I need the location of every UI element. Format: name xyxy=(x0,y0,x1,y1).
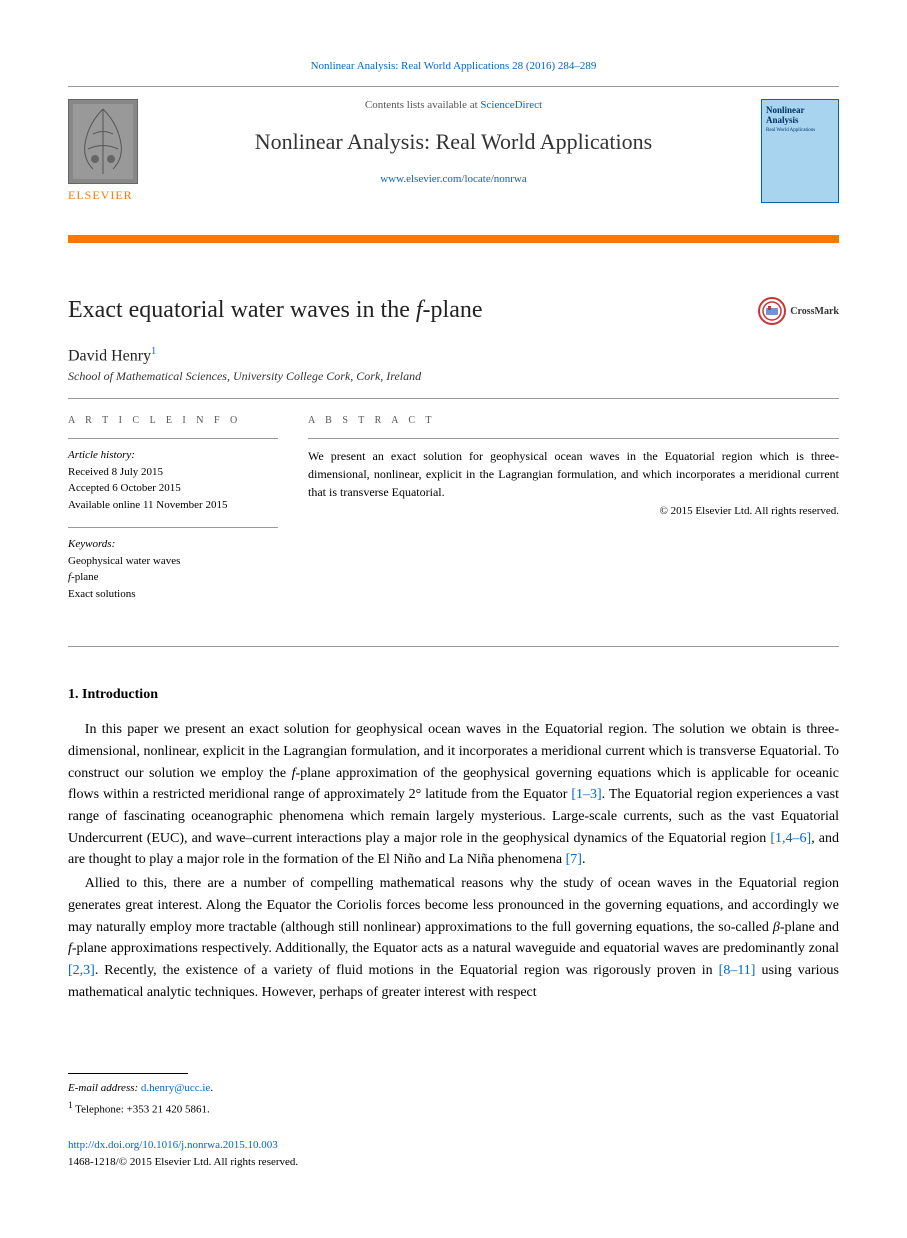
footnote-telephone: 1 Telephone: +353 21 420 5861. xyxy=(68,1098,839,1119)
body-paragraph-2: Allied to this, there are a number of co… xyxy=(68,873,839,1003)
body-paragraph-1: In this paper we present an exact soluti… xyxy=(68,719,839,871)
divider xyxy=(68,398,839,399)
citation-2-3[interactable]: [2,3] xyxy=(68,963,95,978)
article-title: Exact equatorial water waves in the f-pl… xyxy=(68,297,839,324)
title-var: f xyxy=(416,297,423,323)
top-citation[interactable]: Nonlinear Analysis: Real World Applicati… xyxy=(68,60,839,72)
contents-available-line: Contents lists available at ScienceDirec… xyxy=(163,99,744,111)
introduction-section: 1. Introduction In this paper we present… xyxy=(68,687,839,1003)
crossmark-badge[interactable]: CrossMark xyxy=(758,297,839,325)
footnote-text: Telephone: +353 21 420 5861. xyxy=(75,1104,210,1116)
footnotes-block: E-mail address: d.henry@ucc.ie. 1 Teleph… xyxy=(68,1073,839,1119)
p2-d: . Recently, the existence of a variety o… xyxy=(95,963,719,978)
section-heading-1: 1. Introduction xyxy=(68,687,839,703)
citation-1-4-6[interactable]: [1,4–6] xyxy=(770,831,811,846)
abstract-label: A B S T R A C T xyxy=(308,413,839,428)
author-name[interactable]: David Henry xyxy=(68,347,151,364)
footnote-email: E-mail address: d.henry@ucc.ie. xyxy=(68,1080,839,1098)
history-online: Available online 11 November 2015 xyxy=(68,497,278,514)
header-center: Contents lists available at ScienceDirec… xyxy=(163,99,744,185)
crossmark-icon xyxy=(758,297,786,325)
p2-b: -plane and xyxy=(780,920,839,935)
doi-link[interactable]: http://dx.doi.org/10.1016/j.nonrwa.2015.… xyxy=(68,1139,278,1151)
citation-1-3[interactable]: [1–3] xyxy=(571,787,601,802)
title-pre: Exact equatorial water waves in the xyxy=(68,297,416,323)
history-accepted: Accepted 6 October 2015 xyxy=(68,480,278,497)
article-info-column: A R T I C L E I N F O Article history: R… xyxy=(68,413,278,616)
keywords-block: Keywords: Geophysical water waves f-plan… xyxy=(68,536,278,602)
p2-c: -plane approximations respectively. Addi… xyxy=(72,941,839,956)
keywords-label: Keywords: xyxy=(68,536,278,553)
citation-7[interactable]: [7] xyxy=(566,852,582,867)
publisher-logo-block[interactable]: ELSEVIER xyxy=(68,99,148,203)
footnote-rule xyxy=(68,1073,188,1074)
journal-url[interactable]: www.elsevier.com/locate/nonrwa xyxy=(163,173,744,185)
cover-title: Nonlinear Analysis xyxy=(766,106,834,126)
sciencedirect-link[interactable]: ScienceDirect xyxy=(480,99,542,111)
author-affiliation: School of Mathematical Sciences, Univers… xyxy=(68,369,839,384)
citation-volume: 28 (2016) 284–289 xyxy=(512,60,596,72)
author-email-link[interactable]: d.henry@ucc.ie xyxy=(141,1082,210,1094)
footnote-marker: 1 xyxy=(68,1100,73,1110)
header-box: ELSEVIER Nonlinear Analysis Real World A… xyxy=(68,86,839,221)
article-history-block: Article history: Received 8 July 2015 Ac… xyxy=(68,447,278,513)
cover-subtitle: Real World Applications xyxy=(766,128,834,133)
article-info-label: A R T I C L E I N F O xyxy=(68,413,278,428)
abstract-text: We present an exact solution for geophys… xyxy=(308,447,839,501)
publisher-name: ELSEVIER xyxy=(68,188,148,203)
abstract-divider xyxy=(308,438,839,439)
journal-title: Nonlinear Analysis: Real World Applicati… xyxy=(163,129,744,155)
info-divider-2 xyxy=(68,527,278,528)
email-label: E-mail address: xyxy=(68,1082,138,1094)
author-note-marker[interactable]: 1 xyxy=(151,346,156,357)
info-divider xyxy=(68,438,278,439)
history-label: Article history: xyxy=(68,447,278,464)
history-received: Received 8 July 2015 xyxy=(68,464,278,481)
abstract-copyright: © 2015 Elsevier Ltd. All rights reserved… xyxy=(308,503,839,520)
citation-journal: Nonlinear Analysis: Real World Applicati… xyxy=(311,60,510,72)
author-line: David Henry1 xyxy=(68,346,839,365)
issn-copyright-line: 1468-1218/© 2015 Elsevier Ltd. All right… xyxy=(68,1154,839,1171)
title-post: -plane xyxy=(423,297,483,323)
keyword-3: Exact solutions xyxy=(68,586,278,603)
orange-divider-bar xyxy=(68,235,839,243)
elsevier-tree-icon xyxy=(68,99,138,184)
bottom-info-block: http://dx.doi.org/10.1016/j.nonrwa.2015.… xyxy=(68,1137,839,1170)
citation-8-11[interactable]: [8–11] xyxy=(719,963,756,978)
crossmark-label: CrossMark xyxy=(790,306,839,317)
keyword-1: Geophysical water waves xyxy=(68,553,278,570)
p2-beta: β xyxy=(773,920,780,935)
journal-cover-thumbnail[interactable]: Nonlinear Analysis Real World Applicatio… xyxy=(761,99,839,203)
abstract-column: A B S T R A C T We present an exact solu… xyxy=(308,413,839,616)
kw2-post: -plane xyxy=(71,571,98,583)
info-abstract-row: A R T I C L E I N F O Article history: R… xyxy=(68,413,839,616)
p1-e: . xyxy=(582,852,586,867)
divider-below-abstract xyxy=(68,646,839,647)
keyword-2: f-plane xyxy=(68,569,278,586)
page-container: Nonlinear Analysis: Real World Applicati… xyxy=(0,0,907,1210)
p2-a: Allied to this, there are a number of co… xyxy=(68,876,839,934)
contents-prefix: Contents lists available at xyxy=(365,99,480,111)
journal-url-link[interactable]: www.elsevier.com/locate/nonrwa xyxy=(380,173,527,185)
